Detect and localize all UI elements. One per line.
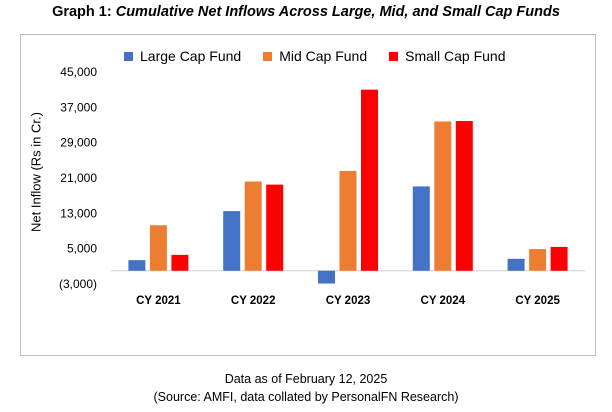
bar [529, 249, 547, 271]
y-tick-label: 37,000 [60, 100, 97, 114]
legend: Large Cap Fund Mid Cap Fund Small Cap Fu… [124, 48, 506, 64]
legend-item-large-cap: Large Cap Fund [124, 48, 241, 64]
bar [266, 184, 284, 271]
y-tick-label: 29,000 [60, 136, 97, 150]
bar [171, 254, 189, 271]
x-tick-label: CY 2022 [231, 295, 276, 307]
legend-item-small-cap: Small Cap Fund [389, 48, 506, 64]
legend-label-large-cap: Large Cap Fund [140, 48, 242, 64]
bar [244, 181, 262, 271]
y-tick-label: (3,000) [59, 277, 97, 291]
chart-frame [20, 34, 596, 356]
bar [339, 170, 357, 271]
y-tick-label: 21,000 [60, 171, 97, 185]
legend-swatch-mid-cap [263, 51, 273, 61]
x-tick-label: CY 2023 [326, 295, 371, 307]
bar [455, 121, 473, 271]
legend-swatch-small-cap [389, 51, 399, 61]
legend-item-mid-cap: Mid Cap Fund [263, 48, 367, 64]
legend-label-small-cap: Small Cap Fund [405, 48, 506, 64]
y-tick-label: 45,000 [60, 65, 97, 79]
bar [550, 246, 568, 271]
footer-source-note: (Source: AMFI, data collated by Personal… [153, 390, 459, 404]
chart-title-prefix: Graph 1: [52, 4, 112, 20]
bar [507, 258, 525, 271]
y-tick-label: 13,000 [60, 206, 97, 220]
legend-swatch-large-cap [124, 51, 133, 61]
bar [223, 211, 241, 271]
bar [412, 186, 430, 271]
bar [149, 225, 167, 271]
bar [361, 89, 378, 271]
x-tick-label: CY 2025 [515, 295, 560, 307]
legend-label-mid-cap: Mid Cap Fund [279, 48, 368, 64]
chart-title: Graph 1: Cumulative Net Inflows Across L… [0, 4, 612, 20]
bar [318, 270, 335, 284]
chart-title-text: Cumulative Net Inflows Across Large, Mid… [115, 4, 560, 20]
x-tick-label: CY 2021 [136, 295, 181, 307]
footer-date-note: Data as of February 12, 2025 [224, 372, 388, 386]
bar [128, 260, 146, 271]
x-tick-label: CY 2024 [421, 295, 466, 307]
y-tick-label: 5,000 [67, 242, 97, 256]
bar [434, 121, 452, 271]
